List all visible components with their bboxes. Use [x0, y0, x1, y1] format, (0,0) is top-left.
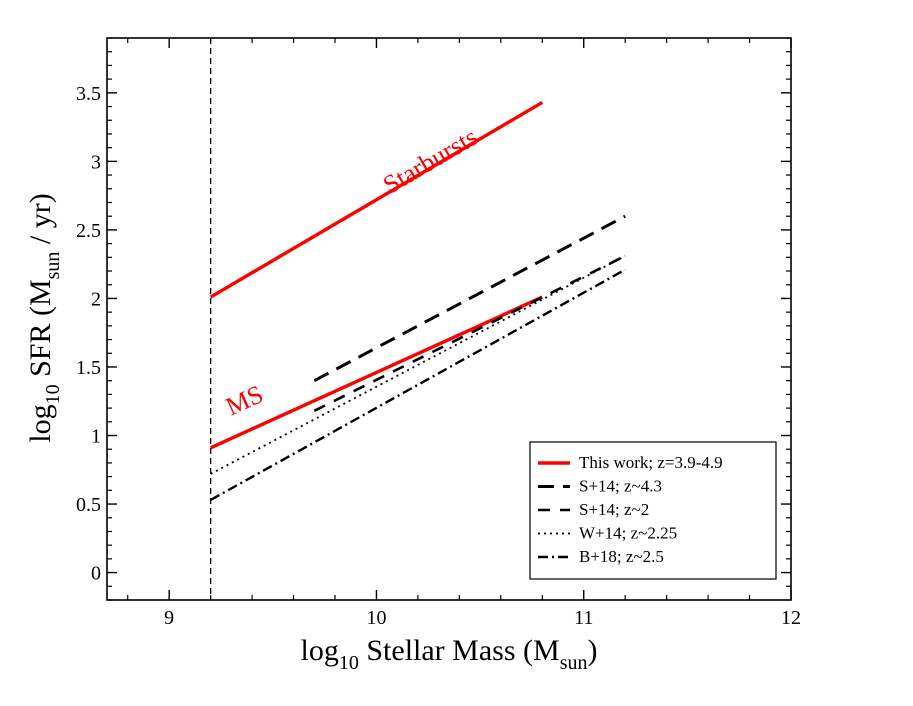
y-axis-title-unit-sub: sun: [42, 252, 64, 280]
y-axis-title-suffix: / yr): [24, 193, 57, 251]
x-axis-title-prefix: log: [301, 634, 339, 667]
x-tick-labels: 9 10 11 12: [164, 607, 801, 629]
series-line: [209, 295, 543, 450]
series-line: [210, 268, 626, 501]
x-axis-title-unit-sub: sun: [560, 652, 588, 674]
y-tick-label: 0.5: [76, 494, 101, 516]
x-tick-label: 11: [574, 607, 593, 629]
series-line: [313, 214, 626, 383]
y-tick-label: 2.5: [76, 220, 101, 242]
minor-ticks: [107, 37, 791, 601]
legend-label: S+14; z~4.3: [579, 477, 662, 496]
legend-label: S+14; z~2: [579, 500, 649, 519]
x-axis-title-main: Stellar Mass (M: [359, 634, 560, 667]
series-annotation: MS: [221, 379, 267, 421]
legend-label: W+14; z~2.25: [579, 524, 677, 543]
series-line: [210, 255, 626, 475]
series-lines: [209, 38, 626, 600]
y-axis-title: log10 SFR (Msun / yr): [24, 193, 64, 443]
y-tick-label: 1: [91, 426, 101, 448]
legend-label: B+18; z~2.5: [579, 547, 664, 566]
y-tick-label: 2: [91, 288, 101, 310]
x-axis-title-sub: 10: [339, 652, 359, 674]
y-tick-label: 1.5: [76, 357, 101, 379]
series-line: [313, 254, 626, 413]
x-axis-title: log10 Stellar Mass (Msun): [301, 634, 598, 674]
series-line: [209, 100, 544, 299]
x-tick-label: 12: [781, 607, 801, 629]
y-tick-label: 3: [91, 151, 101, 173]
y-axis-title-sub: 10: [42, 384, 64, 404]
y-tick-label: 3.5: [76, 83, 101, 105]
annotations: Starbursts MS: [221, 122, 482, 421]
y-axis-title-prefix: log: [24, 404, 57, 442]
y-tick-labels: 0 0.5 1 1.5 2 2.5 3 3.5: [76, 83, 101, 585]
legend-box: [529, 441, 777, 580]
legend: This work; z=3.9-4.9 S+14; z~4.3 S+14; z~2…: [529, 441, 777, 580]
series-annotation: Starbursts: [378, 122, 482, 200]
x-tick-label: 10: [366, 607, 386, 629]
x-axis-title-suffix: ): [587, 634, 597, 667]
plot-frame: [106, 37, 792, 601]
x-tick-label: 9: [164, 607, 174, 629]
legend-label: This work; z=3.9-4.9: [579, 453, 723, 472]
y-axis-title-main: SFR (M: [24, 279, 57, 384]
y-tick-label: 0: [91, 563, 101, 585]
